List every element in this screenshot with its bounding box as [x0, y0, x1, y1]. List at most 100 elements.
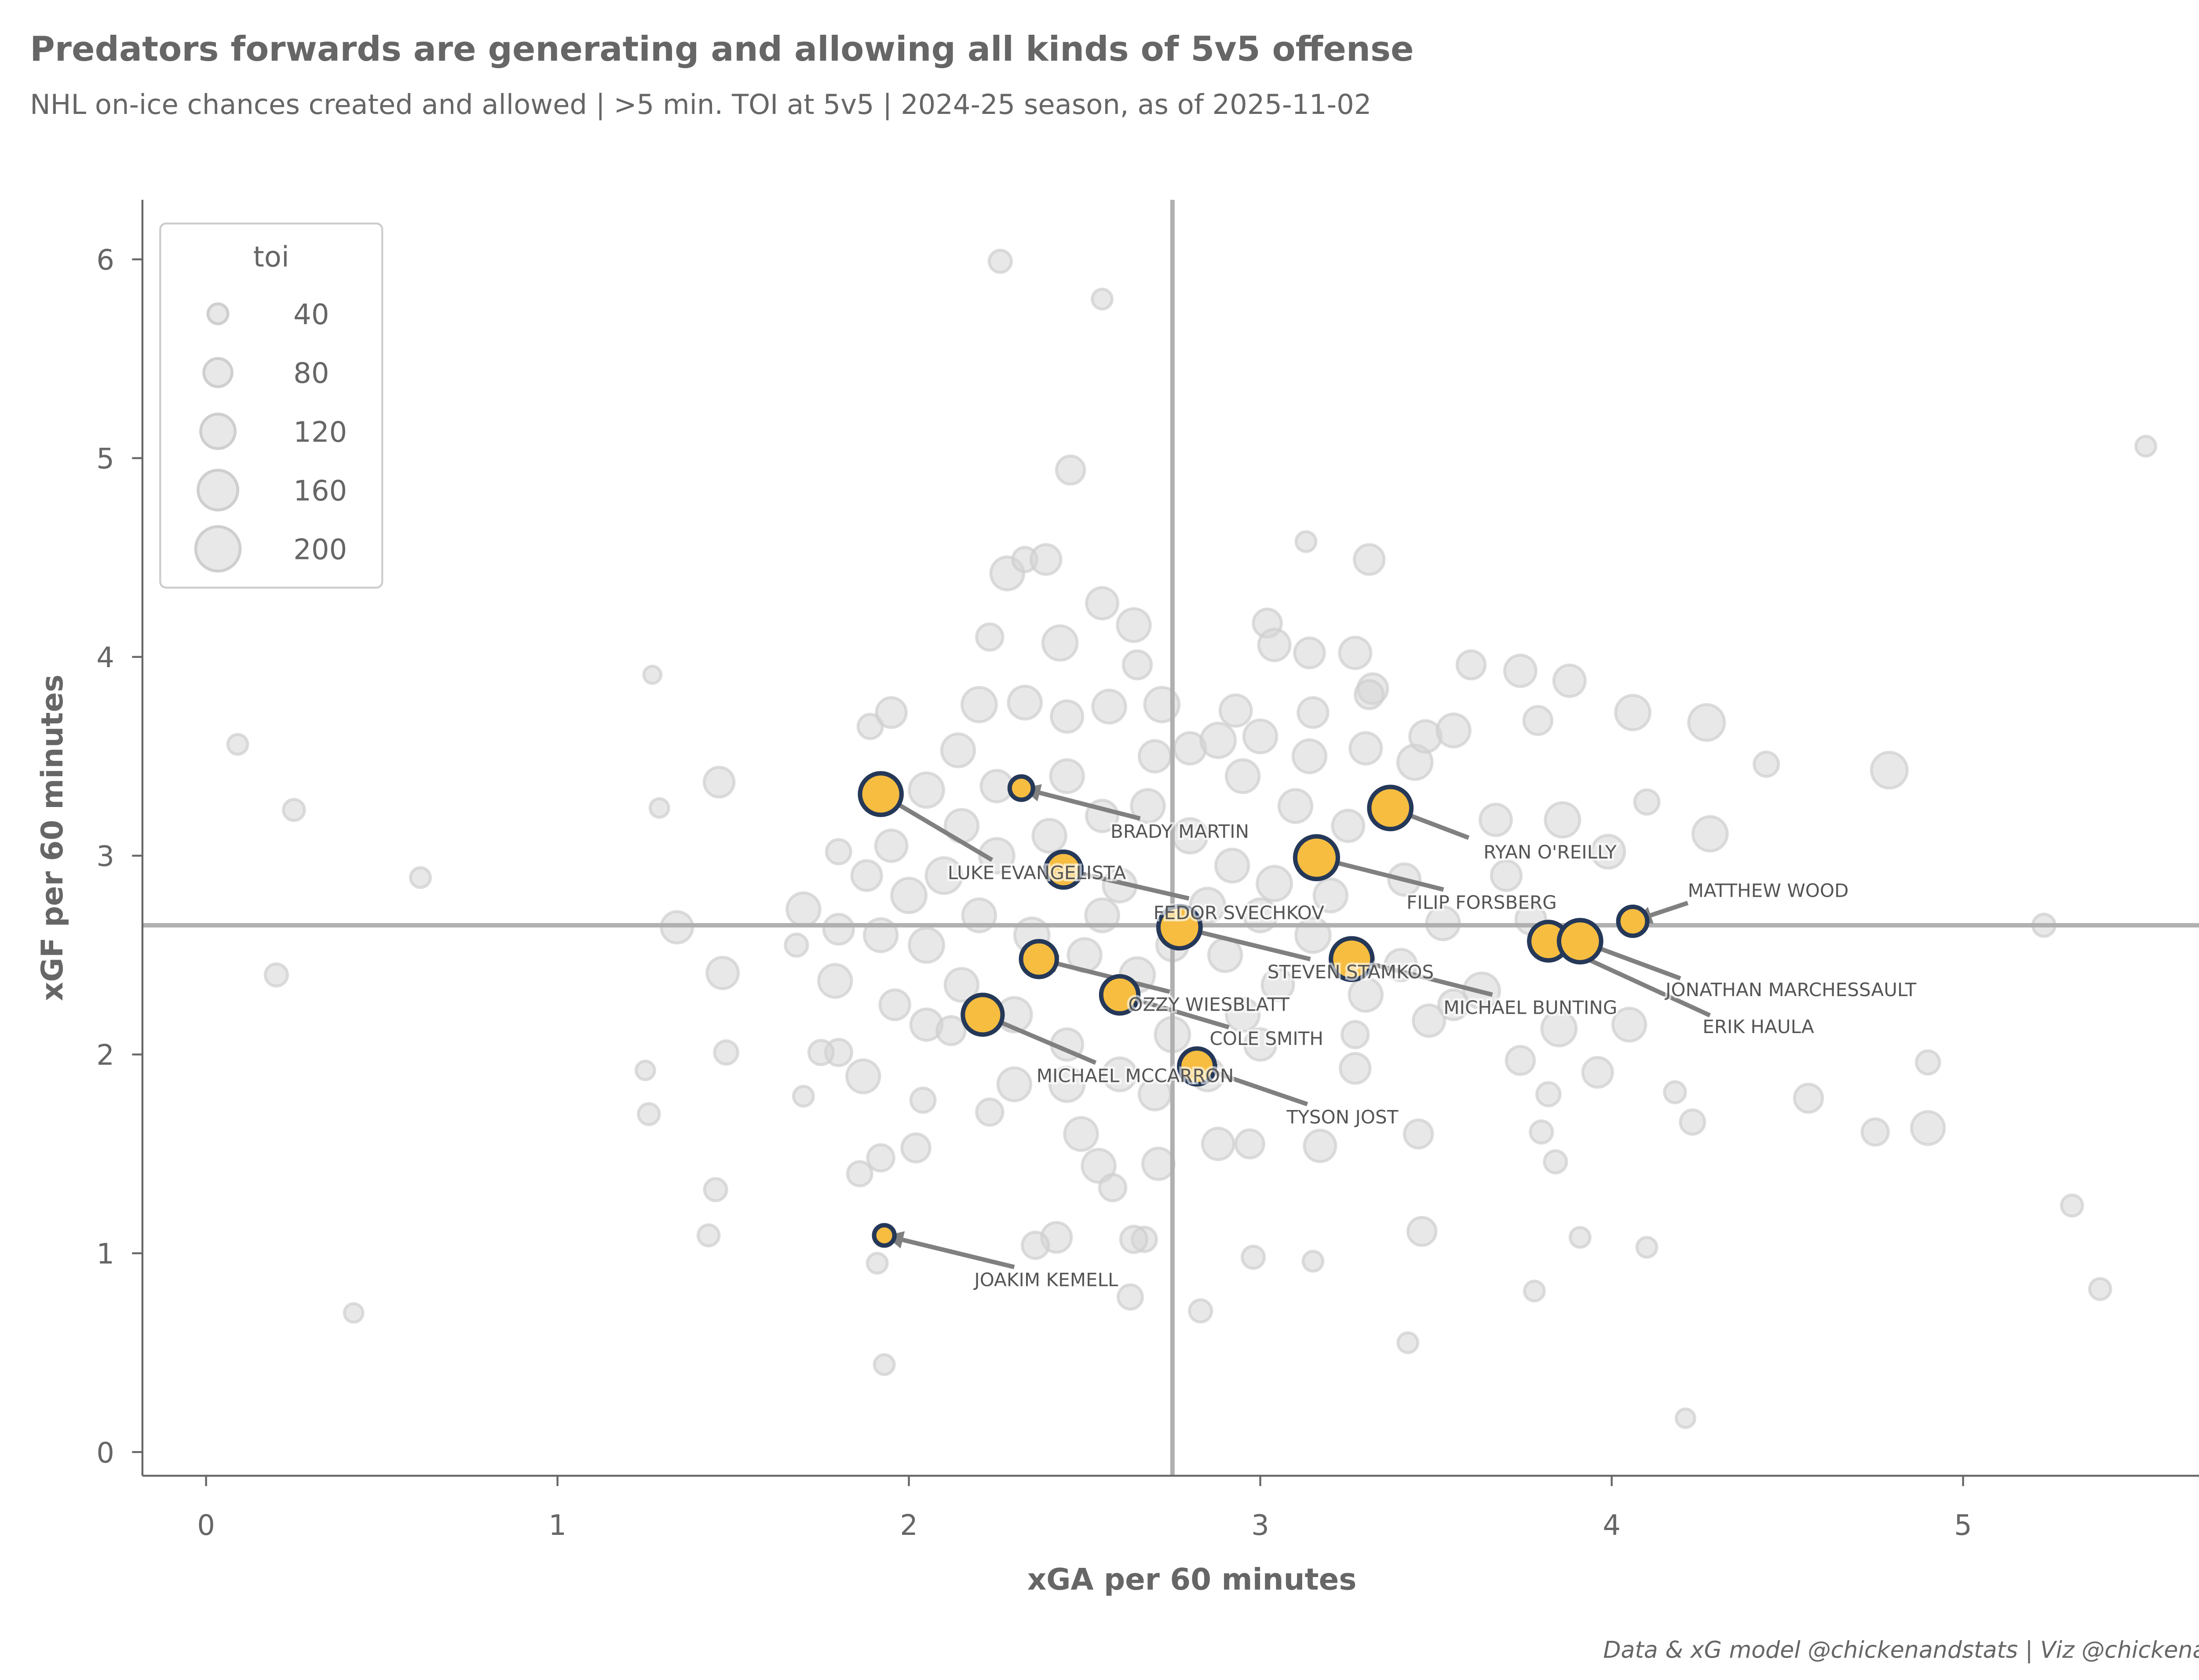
- other-player-point: [825, 838, 852, 866]
- legend-size-label: 120: [293, 416, 347, 449]
- other-player-point: [1119, 1224, 1149, 1254]
- other-players-layer: [226, 248, 2158, 1429]
- other-player-point: [866, 1252, 889, 1275]
- other-player-point: [943, 967, 980, 1003]
- other-player-point: [1331, 808, 1366, 843]
- predators-player-point: [1177, 1046, 1217, 1087]
- x-tick-label: 4: [1603, 1509, 1621, 1542]
- other-player-point: [1691, 815, 1729, 853]
- other-player-point: [1130, 788, 1166, 824]
- other-player-point: [940, 732, 976, 768]
- x-tick-label: 5: [1954, 1509, 1972, 1542]
- other-player-point: [1242, 718, 1278, 755]
- other-player-point: [1218, 693, 1253, 728]
- predators-player-point: [1329, 936, 1375, 982]
- legend-box: [159, 223, 384, 589]
- player-label: TYSON JOST: [1286, 1107, 1399, 1128]
- x-tick-label: 2: [900, 1509, 918, 1542]
- other-player-point: [785, 891, 822, 928]
- annotation-arrow: [1352, 955, 1493, 997]
- annotation-arrow: [881, 793, 994, 862]
- predators-player-point: [1367, 785, 1414, 832]
- other-player-point: [874, 829, 909, 863]
- other-player-point: [1081, 1148, 1117, 1184]
- player-label: RYAN O'REILLY: [1483, 841, 1617, 863]
- other-player-point: [1301, 1249, 1325, 1273]
- other-player-point: [1522, 705, 1554, 736]
- other-player-point: [1007, 684, 1043, 721]
- other-player-point: [856, 712, 884, 740]
- other-player-point: [1910, 1110, 1946, 1146]
- other-player-point: [960, 686, 998, 723]
- other-player-point: [1214, 847, 1250, 884]
- other-player-point: [1021, 1231, 1050, 1260]
- predators-player-point: [961, 993, 1005, 1037]
- other-player-point: [978, 837, 1015, 875]
- other-player-point: [1543, 1149, 1568, 1175]
- other-player-point: [1614, 694, 1651, 731]
- other-player-point: [1256, 865, 1293, 902]
- other-player-point: [1055, 454, 1086, 486]
- legend-size-label: 40: [293, 299, 329, 331]
- other-player-point: [1490, 859, 1523, 892]
- legend-size-label: 200: [293, 534, 347, 566]
- annotation-arrow: [1180, 923, 1311, 961]
- x-tick-label: 1: [548, 1509, 566, 1542]
- other-player-point: [642, 665, 663, 685]
- annotation-arrow: [1121, 991, 1230, 1030]
- other-player-point: [1455, 649, 1487, 681]
- other-player-point: [1412, 1003, 1447, 1038]
- other-player-point: [1224, 997, 1261, 1033]
- legend-size-marker: [197, 468, 240, 511]
- other-player-point: [890, 877, 928, 914]
- other-player-point: [1207, 937, 1243, 973]
- other-player-point: [226, 733, 249, 756]
- other-player-point: [1503, 654, 1538, 688]
- other-player-point: [822, 913, 855, 946]
- other-player-point: [1091, 688, 1127, 725]
- predators-players-layer: [858, 771, 1650, 1248]
- other-player-point: [873, 1353, 896, 1376]
- annotation-arrow: [1040, 955, 1170, 994]
- other-player-point: [1098, 1173, 1128, 1202]
- y-axis-label: xGF per 60 minutes: [35, 675, 69, 1001]
- player-label: MICHAEL BUNTING: [1443, 997, 1617, 1018]
- y-tick-label: 2: [96, 1039, 114, 1072]
- other-player-point: [1277, 788, 1314, 824]
- annotation-arrow: [983, 1014, 1097, 1065]
- predators-player-point: [1099, 974, 1141, 1016]
- other-player-point: [1291, 738, 1328, 774]
- player-label: FEDOR SVECHKOV: [1154, 902, 1325, 924]
- axes: [141, 200, 2199, 1477]
- other-player-point: [1189, 887, 1227, 924]
- other-player-point: [909, 1086, 937, 1114]
- other-player-point: [1348, 977, 1384, 1013]
- y-tick-label: 1: [96, 1238, 114, 1271]
- other-player-point: [1581, 1056, 1614, 1089]
- other-player-point: [1348, 731, 1383, 766]
- y-ticks: 0 1 2 3 4 5 6: [96, 244, 142, 1469]
- other-player-point: [987, 248, 1013, 274]
- other-player-point: [1048, 1066, 1086, 1103]
- other-player-point: [1535, 1081, 1562, 1107]
- other-player-point: [784, 932, 809, 958]
- other-player-point: [1141, 1147, 1176, 1181]
- other-player-point: [1568, 1226, 1592, 1249]
- annotation-arrows: [881, 784, 1711, 1269]
- other-player-point: [1029, 543, 1063, 576]
- other-player-point: [1050, 699, 1085, 734]
- legend-size-label: 160: [293, 475, 347, 508]
- predators-player-point: [1616, 904, 1650, 938]
- other-player-point: [2088, 1277, 2112, 1301]
- other-player-point: [1091, 288, 1114, 310]
- legend-size-label: 80: [293, 358, 329, 390]
- other-player-point: [1041, 624, 1079, 662]
- x-axis-label: xGA per 60 minutes: [1027, 1563, 1357, 1597]
- legend-size-marker: [194, 525, 242, 573]
- footer-credit: Data & xG model @chickenandstats | Viz @…: [1603, 1637, 2199, 1664]
- other-player-point: [1234, 1128, 1265, 1160]
- other-player-point: [792, 1085, 815, 1108]
- other-player-point: [702, 766, 736, 799]
- other-player-point: [1437, 988, 1470, 1021]
